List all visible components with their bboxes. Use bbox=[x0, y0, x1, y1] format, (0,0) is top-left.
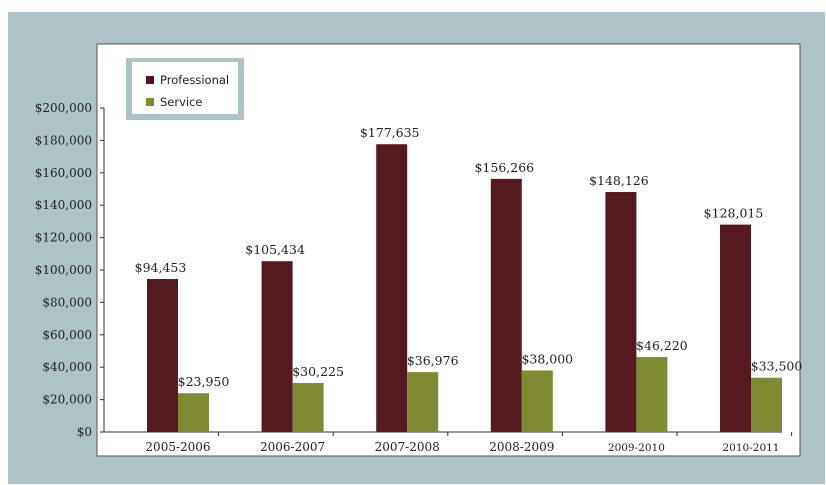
y-tick-label: $200,000 bbox=[35, 101, 92, 115]
bar-professional-2007-2008 bbox=[376, 144, 408, 432]
y-axis: $0 $20,000 $40,000 $60,000 $80,000 $100,000 $1… bbox=[35, 101, 104, 439]
data-label-service: $33,500 bbox=[751, 359, 803, 374]
data-label-professional: $177,635 bbox=[360, 125, 420, 140]
y-tick-label: $40,000 bbox=[42, 360, 92, 374]
legend-swatch-professional bbox=[146, 76, 154, 84]
x-tick-label: 2005-2006 bbox=[145, 440, 210, 454]
bar-service-2010-2011 bbox=[751, 377, 782, 432]
x-axis: 2005-2006 2006-2007 2007-2008 2008-2009 2009… bbox=[145, 432, 793, 454]
y-tick-label: $180,000 bbox=[35, 133, 92, 147]
bar-service-2007-2008 bbox=[407, 372, 439, 432]
bar-professional-2009-2010 bbox=[605, 192, 637, 432]
x-tick-label: 2010-2011 bbox=[723, 442, 780, 454]
y-tick-label: $160,000 bbox=[35, 166, 92, 180]
legend-label-service: Service bbox=[160, 95, 203, 109]
x-tick-label: 2009-2010 bbox=[608, 442, 665, 454]
data-label-service: $30,225 bbox=[292, 364, 344, 379]
bar-service-2009-2010 bbox=[636, 357, 668, 432]
bar-professional-2005-2006 bbox=[147, 278, 178, 432]
bar-professional-2006-2007 bbox=[261, 261, 293, 432]
y-tick-label: $20,000 bbox=[42, 393, 92, 407]
data-label-professional: $128,015 bbox=[704, 206, 764, 221]
bar-service-2008-2009 bbox=[521, 370, 553, 432]
y-tick-label: $100,000 bbox=[35, 263, 92, 277]
legend-label-professional: Professional bbox=[160, 73, 229, 87]
data-labels: $94,453 $105,434 $177,635 $156,266 $148,126 $… bbox=[135, 125, 803, 389]
x-tick-label: 2006-2007 bbox=[260, 440, 325, 454]
data-label-service: $36,976 bbox=[407, 353, 459, 368]
bar-professional-2010-2011 bbox=[720, 224, 751, 432]
x-tick-label: 2007-2008 bbox=[375, 440, 440, 454]
y-tick-label: $120,000 bbox=[35, 231, 92, 245]
bar-service-2006-2007 bbox=[292, 383, 324, 432]
y-tick-label: $0 bbox=[77, 425, 92, 439]
y-tick-label: $60,000 bbox=[42, 328, 92, 342]
bar-professional-2008-2009 bbox=[490, 178, 522, 432]
data-label-professional: $94,453 bbox=[135, 260, 187, 275]
legend: Professional Service bbox=[126, 58, 244, 120]
bars bbox=[147, 144, 782, 432]
y-tick-label: $80,000 bbox=[42, 295, 92, 309]
data-label-service: $23,950 bbox=[178, 374, 230, 389]
x-tick-label: 2008-2009 bbox=[489, 440, 554, 454]
legend-swatch-service bbox=[146, 98, 154, 106]
data-label-professional: $148,126 bbox=[589, 173, 649, 188]
y-tick-label: $140,000 bbox=[35, 198, 92, 212]
data-label-service: $38,000 bbox=[521, 351, 573, 366]
data-label-service: $46,220 bbox=[636, 338, 688, 353]
data-label-professional: $156,266 bbox=[474, 160, 534, 175]
data-label-professional: $105,434 bbox=[245, 242, 305, 257]
bar-service-2005-2006 bbox=[178, 393, 209, 432]
